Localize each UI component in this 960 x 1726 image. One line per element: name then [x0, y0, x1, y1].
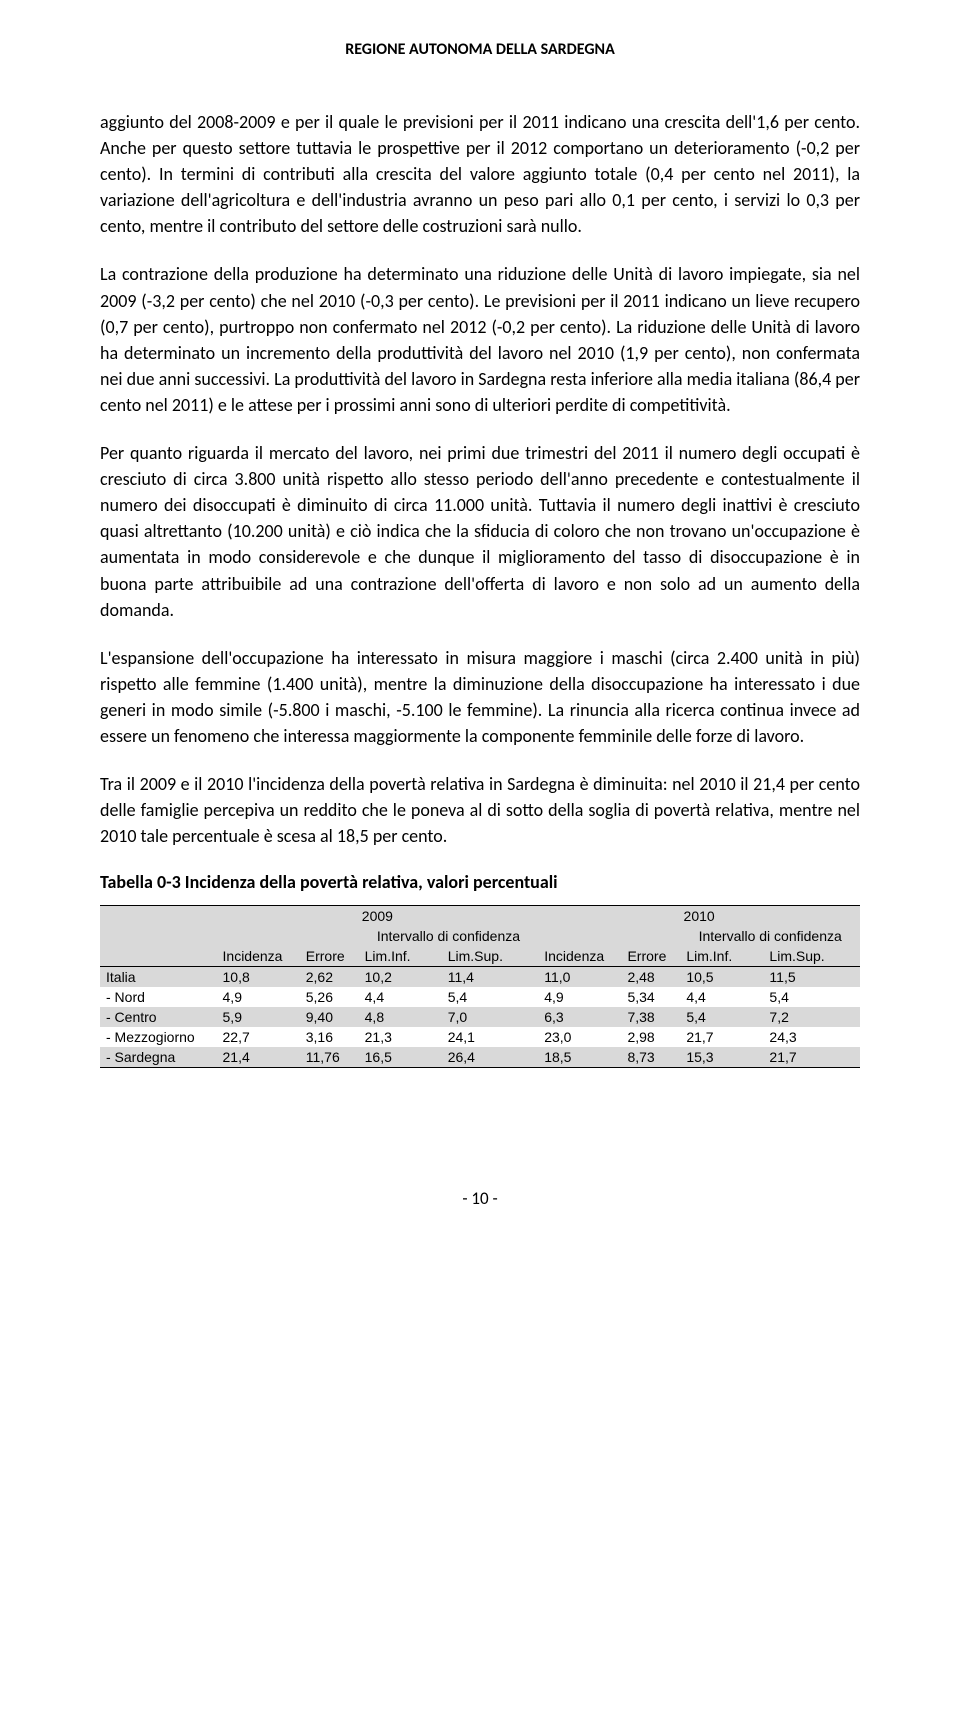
cell: 5,34: [621, 987, 680, 1007]
cell: 24,3: [763, 1027, 860, 1047]
cell: 4,9: [538, 987, 621, 1007]
row-label: Italia: [100, 967, 217, 988]
blank-cell: [100, 906, 217, 927]
cell: 8,73: [621, 1047, 680, 1068]
cell: 7,38: [621, 1007, 680, 1027]
cell: 23,0: [538, 1027, 621, 1047]
table-header-years: 2009 2010: [100, 906, 860, 927]
cell: 18,5: [538, 1047, 621, 1068]
col-incidenza-2: Incidenza: [538, 946, 621, 967]
cell: 21,7: [680, 1027, 763, 1047]
table-row: - Nord 4,9 5,26 4,4 5,4 4,9 5,34 4,4 5,4: [100, 987, 860, 1007]
col-liminf-1: Lim.Inf.: [359, 946, 442, 967]
table-body: Italia 10,8 2,62 10,2 11,4 11,0 2,48 10,…: [100, 967, 860, 1068]
cell: 11,76: [300, 1047, 359, 1068]
col-incidenza-1: Incidenza: [217, 946, 300, 967]
cell: 5,26: [300, 987, 359, 1007]
cell: 26,4: [442, 1047, 539, 1068]
cell: 11,0: [538, 967, 621, 988]
row-label: - Nord: [100, 987, 217, 1007]
blank-cell: [100, 926, 217, 946]
cell: 6,3: [538, 1007, 621, 1027]
col-errore-1: Errore: [300, 946, 359, 967]
cell: 7,0: [442, 1007, 539, 1027]
paragraph-5: Tra il 2009 e il 2010 l'incidenza della …: [100, 771, 860, 849]
row-label: - Sardegna: [100, 1047, 217, 1068]
cell: 2,62: [300, 967, 359, 988]
interval-label-2: Intervallo di confidenza: [680, 926, 860, 946]
page-header: REGIONE AUTONOMA DELLA SARDEGNA: [100, 40, 860, 59]
cell: 24,1: [442, 1027, 539, 1047]
cell: 5,9: [217, 1007, 300, 1027]
cell: 21,3: [359, 1027, 442, 1047]
blank-cell: [538, 926, 680, 946]
cell: 11,4: [442, 967, 539, 988]
cell: 9,40: [300, 1007, 359, 1027]
paragraph-3: Per quanto riguarda il mercato del lavor…: [100, 440, 860, 623]
cell: 7,2: [763, 1007, 860, 1027]
header-title: REGIONE AUTONOMA DELLA SARDEGNA: [345, 40, 615, 59]
cell: 16,5: [359, 1047, 442, 1068]
table-row: Italia 10,8 2,62 10,2 11,4 11,0 2,48 10,…: [100, 967, 860, 988]
cell: 4,4: [359, 987, 442, 1007]
cell: 15,3: [680, 1047, 763, 1068]
cell: 4,9: [217, 987, 300, 1007]
cell: 10,8: [217, 967, 300, 988]
cell: 10,5: [680, 967, 763, 988]
table-header-interval: Intervallo di confidenza Intervallo di c…: [100, 926, 860, 946]
poverty-table: 2009 2010 Intervallo di confidenza Inter…: [100, 905, 860, 1068]
blank-cell: [217, 926, 359, 946]
year-2010: 2010: [538, 906, 860, 927]
paragraph-2: La contrazione della produzione ha deter…: [100, 261, 860, 418]
cell: 2,98: [621, 1027, 680, 1047]
cell: 22,7: [217, 1027, 300, 1047]
cell: 4,8: [359, 1007, 442, 1027]
table-header-columns: Incidenza Errore Lim.Inf. Lim.Sup. Incid…: [100, 946, 860, 967]
blank-cell: [100, 946, 217, 967]
cell: 5,4: [680, 1007, 763, 1027]
paragraph-4: L'espansione dell'occupazione ha interes…: [100, 645, 860, 749]
table-row: - Sardegna 21,4 11,76 16,5 26,4 18,5 8,7…: [100, 1047, 860, 1068]
interval-label-1: Intervallo di confidenza: [359, 926, 539, 946]
table-title: Tabella 0-3 Incidenza della povertà rela…: [100, 871, 860, 893]
paragraph-1: aggiunto del 2008-2009 e per il quale le…: [100, 109, 860, 239]
year-2009: 2009: [217, 906, 539, 927]
col-limsup-2: Lim.Sup.: [763, 946, 860, 967]
col-errore-2: Errore: [621, 946, 680, 967]
cell: 3,16: [300, 1027, 359, 1047]
cell: 5,4: [442, 987, 539, 1007]
cell: 11,5: [763, 967, 860, 988]
cell: 10,2: [359, 967, 442, 988]
col-liminf-2: Lim.Inf.: [680, 946, 763, 967]
cell: 21,7: [763, 1047, 860, 1068]
cell: 2,48: [621, 967, 680, 988]
cell: 21,4: [217, 1047, 300, 1068]
page-number: - 10 -: [462, 1188, 497, 1209]
table-row: - Centro 5,9 9,40 4,8 7,0 6,3 7,38 5,4 7…: [100, 1007, 860, 1027]
table-row: - Mezzogiorno 22,7 3,16 21,3 24,1 23,0 2…: [100, 1027, 860, 1047]
page-footer: - 10 -: [100, 1188, 860, 1209]
cell: 5,4: [763, 987, 860, 1007]
page: REGIONE AUTONOMA DELLA SARDEGNA aggiunto…: [0, 0, 960, 1249]
row-label: - Centro: [100, 1007, 217, 1027]
row-label: - Mezzogiorno: [100, 1027, 217, 1047]
cell: 4,4: [680, 987, 763, 1007]
col-limsup-1: Lim.Sup.: [442, 946, 539, 967]
